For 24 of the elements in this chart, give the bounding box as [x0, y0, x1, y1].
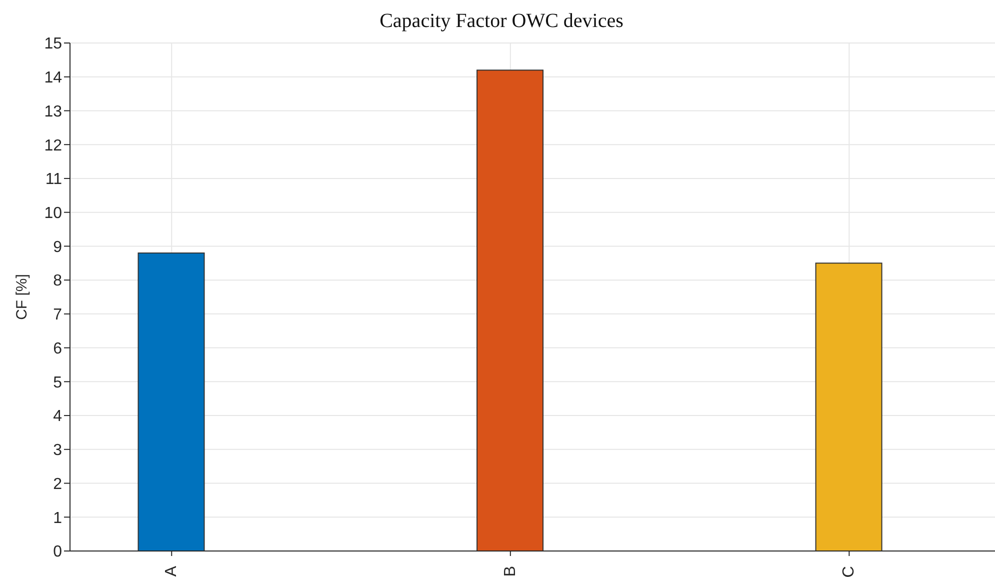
y-tick-label: 11	[45, 171, 62, 188]
y-tick-label: 10	[44, 205, 62, 222]
y-tick-label: 0	[53, 544, 62, 561]
y-tick-label: 13	[44, 103, 62, 120]
y-tick-label: 8	[53, 272, 62, 290]
x-tick-label: A	[163, 566, 180, 577]
y-tick-label: 15	[44, 36, 62, 53]
bar	[138, 252, 205, 551]
y-tick-label: 2	[53, 476, 62, 493]
bar	[815, 262, 882, 551]
bar	[476, 70, 544, 551]
y-tick-label: 12	[44, 137, 62, 154]
chart-title: Capacity Factor OWC devices	[378, 9, 624, 34]
y-tick-label: 3	[53, 442, 62, 460]
y-tick-label: 4	[53, 408, 62, 426]
x-tick-label: C	[840, 566, 858, 577]
y-tick-label: 9	[53, 238, 62, 256]
y-tick-label: 5	[53, 374, 62, 392]
y-tick-label: 6	[53, 340, 62, 358]
y-tick-label: 14	[44, 70, 62, 87]
y-tick-label: 7	[53, 306, 62, 324]
y-tick-label: 1	[53, 510, 62, 527]
y-axis-title: CF [%]	[13, 274, 30, 320]
x-tick-label: B	[502, 566, 519, 577]
